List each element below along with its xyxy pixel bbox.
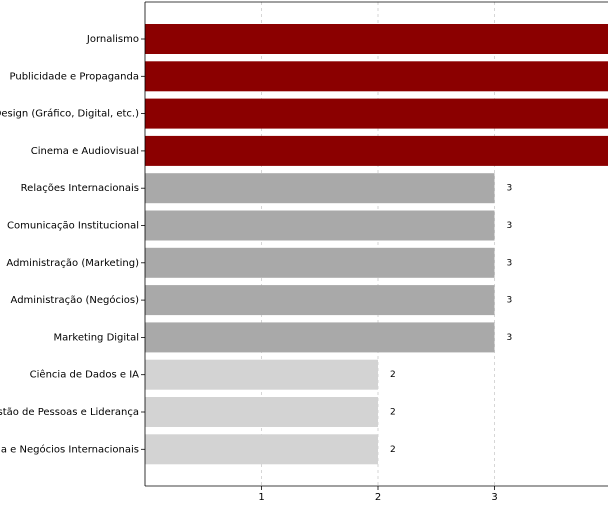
bar: [145, 397, 378, 427]
y-tick-label: estão de Pessoas e Liderança: [0, 407, 139, 418]
y-tick-label: Publicidade e Propaganda: [10, 71, 140, 82]
value-label: 3: [507, 221, 513, 231]
bar: [145, 135, 608, 166]
y-tick-label: Administração (Negócios): [11, 294, 140, 306]
x-tick-label: 1: [258, 492, 264, 503]
y-tick-label: Cinema e Audiovisual: [31, 146, 139, 157]
y-tick-label: Comunicação Institucional: [7, 221, 139, 232]
y-tick-label: Marketing Digital: [54, 332, 139, 343]
bar: [145, 210, 495, 241]
value-label: 3: [507, 258, 513, 268]
value-label: 2: [390, 370, 396, 380]
y-tick-label: Ciência de Dados e IA: [30, 369, 139, 381]
y-tick-label: nia e Negócios Internacionais: [0, 443, 139, 455]
bar: [145, 285, 495, 316]
value-label: 2: [390, 408, 396, 418]
value-label: 2: [390, 445, 396, 455]
bar: [145, 24, 608, 54]
x-tick-label: 2: [375, 492, 381, 503]
y-tick-label: Design (Gráfico, Digital, etc.): [0, 108, 139, 120]
bar: [145, 359, 378, 390]
y-tick-label: Relações Internacionais: [21, 183, 139, 194]
bar: [145, 98, 608, 129]
value-label: 3: [507, 184, 513, 194]
bar: [145, 61, 608, 92]
y-tick-label: Administração (Marketing): [6, 258, 139, 269]
bar: [145, 322, 495, 353]
value-label: 3: [507, 333, 513, 343]
bar: [145, 247, 495, 278]
bar: [145, 173, 495, 204]
y-tick-label: Jornalismo: [86, 34, 139, 45]
bar: [145, 434, 378, 465]
value-label: 3: [507, 296, 513, 306]
x-tick-label: 3: [491, 492, 497, 503]
